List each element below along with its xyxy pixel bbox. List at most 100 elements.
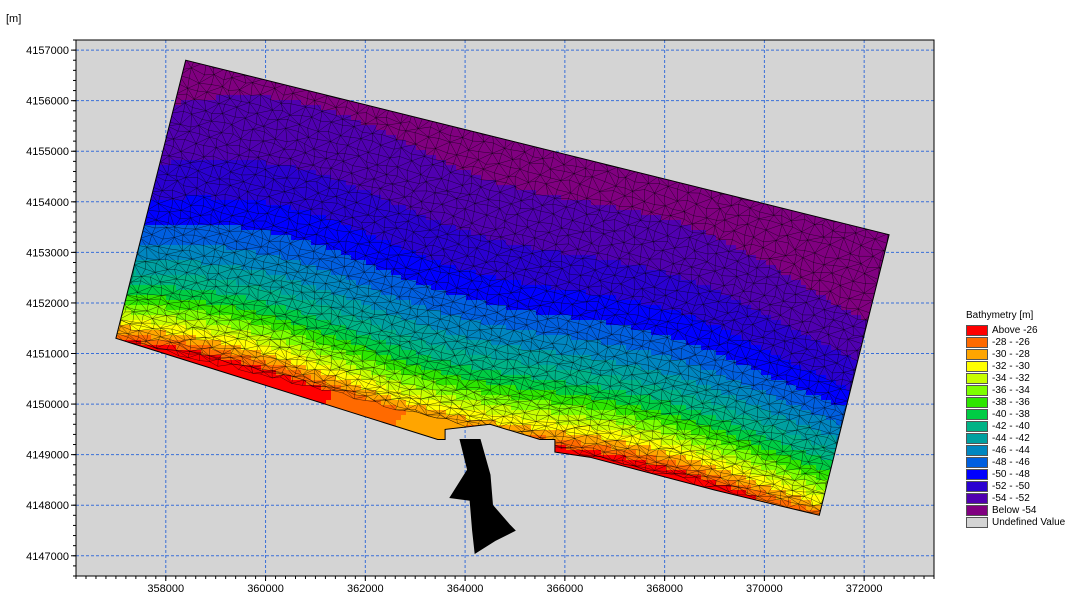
depth-cell bbox=[361, 155, 367, 161]
depth-cell bbox=[231, 140, 237, 146]
depth-cell bbox=[526, 145, 532, 151]
depth-cell bbox=[336, 105, 342, 111]
depth-cell bbox=[196, 105, 202, 111]
depth-cell bbox=[481, 135, 487, 141]
depth-cell bbox=[531, 145, 537, 151]
depth-cell bbox=[356, 130, 362, 136]
depth-cell bbox=[516, 145, 522, 151]
depth-cell bbox=[201, 90, 207, 96]
depth-cell bbox=[501, 150, 507, 156]
depth-cell bbox=[381, 130, 387, 136]
depth-cell bbox=[361, 105, 367, 111]
depth-cell bbox=[561, 180, 567, 186]
depth-cell bbox=[326, 160, 332, 166]
depth-cell bbox=[371, 135, 377, 141]
depth-cell bbox=[201, 105, 207, 111]
depth-cell bbox=[471, 145, 477, 151]
depth-cell bbox=[466, 140, 472, 146]
depth-cell bbox=[176, 100, 182, 106]
depth-cell bbox=[211, 85, 217, 91]
depth-cell bbox=[266, 155, 272, 161]
depth-cell bbox=[291, 135, 297, 141]
depth-cell bbox=[231, 75, 237, 81]
depth-cell bbox=[371, 150, 377, 156]
depth-cell bbox=[381, 160, 387, 166]
depth-cell bbox=[276, 90, 282, 96]
depth-cell bbox=[236, 145, 242, 151]
depth-cell bbox=[221, 175, 227, 181]
depth-cell bbox=[301, 145, 307, 151]
depth-cell bbox=[426, 150, 432, 156]
depth-cell bbox=[366, 145, 372, 151]
depth-cell bbox=[296, 135, 302, 141]
depth-cell bbox=[376, 120, 382, 126]
depth-cell bbox=[261, 115, 267, 121]
depth-cell bbox=[271, 150, 277, 156]
depth-cell bbox=[536, 180, 542, 186]
depth-cell bbox=[441, 130, 447, 136]
depth-cell bbox=[286, 120, 292, 126]
depth-cell bbox=[361, 125, 367, 131]
depth-cell bbox=[166, 155, 172, 161]
depth-cell bbox=[591, 180, 597, 186]
depth-cell bbox=[281, 150, 287, 156]
depth-cell bbox=[321, 125, 327, 131]
depth-cell bbox=[276, 155, 282, 161]
depth-cell bbox=[346, 125, 352, 131]
depth-cell bbox=[171, 135, 177, 141]
depth-cell bbox=[261, 130, 267, 136]
depth-cell bbox=[471, 135, 477, 141]
depth-cell bbox=[211, 90, 217, 96]
depth-cell bbox=[266, 140, 272, 146]
depth-cell bbox=[196, 85, 202, 91]
depth-cell bbox=[201, 110, 207, 116]
depth-cell bbox=[201, 95, 207, 101]
depth-cell bbox=[226, 85, 232, 91]
depth-cell bbox=[301, 150, 307, 156]
depth-cell bbox=[356, 105, 362, 111]
depth-cell bbox=[361, 115, 367, 121]
depth-cell bbox=[296, 155, 302, 161]
depth-cell bbox=[191, 120, 197, 126]
depth-cell bbox=[251, 165, 257, 171]
depth-cell bbox=[296, 95, 302, 101]
depth-cell bbox=[321, 110, 327, 116]
depth-cell bbox=[186, 65, 192, 71]
depth-cell bbox=[241, 90, 247, 96]
depth-cell bbox=[456, 150, 462, 156]
depth-cell bbox=[176, 135, 182, 141]
depth-cell bbox=[321, 130, 327, 136]
depth-cell bbox=[186, 120, 192, 126]
depth-cell bbox=[176, 155, 182, 161]
depth-cell bbox=[301, 125, 307, 131]
depth-cell bbox=[651, 180, 657, 186]
depth-cell bbox=[356, 115, 362, 121]
depth-cell bbox=[496, 145, 502, 151]
depth-cell bbox=[336, 120, 342, 126]
depth-cell bbox=[456, 145, 462, 151]
depth-cell bbox=[196, 75, 202, 81]
depth-cell bbox=[316, 135, 322, 141]
depth-cell bbox=[251, 140, 257, 146]
depth-cell bbox=[261, 90, 267, 96]
depth-cell bbox=[166, 135, 172, 141]
depth-cell bbox=[566, 165, 572, 171]
depth-cell bbox=[211, 80, 217, 86]
depth-cell bbox=[216, 130, 222, 136]
depth-cell bbox=[551, 180, 557, 186]
depth-cell bbox=[331, 115, 337, 121]
depth-cell bbox=[271, 90, 277, 96]
depth-cell bbox=[471, 160, 477, 166]
depth-cell bbox=[426, 120, 432, 126]
depth-cell bbox=[271, 145, 277, 151]
depth-cell bbox=[236, 95, 242, 101]
depth-cell bbox=[181, 80, 187, 86]
depth-cell bbox=[411, 155, 417, 161]
depth-cell bbox=[246, 130, 252, 136]
depth-cell bbox=[346, 150, 352, 156]
depth-cell bbox=[311, 90, 317, 96]
depth-cell bbox=[341, 155, 347, 161]
depth-cell bbox=[391, 145, 397, 151]
depth-cell bbox=[316, 115, 322, 121]
depth-cell bbox=[356, 140, 362, 146]
